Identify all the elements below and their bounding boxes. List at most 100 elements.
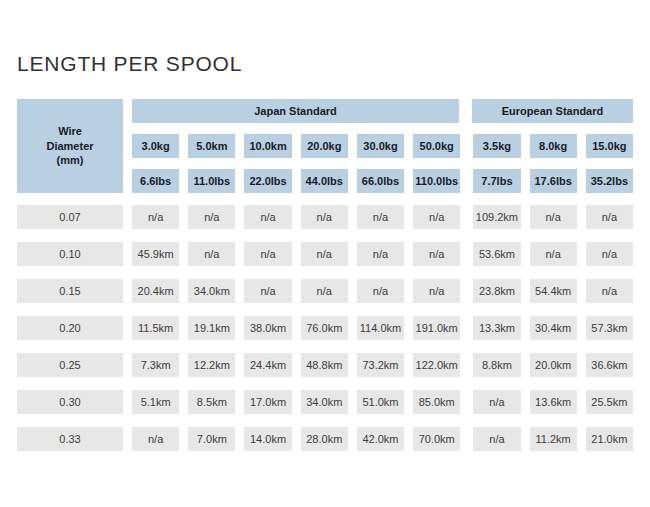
value-cell: 51.0km: [357, 390, 404, 414]
value-cell: 114.0km: [357, 316, 404, 340]
value-cell: n/a: [188, 242, 235, 266]
value-cell: n/a: [357, 242, 404, 266]
value-cell: 42.0km: [357, 427, 404, 451]
value-cell: 73.2km: [357, 353, 404, 377]
value-cell: 8.8km: [473, 353, 520, 377]
value-cell: 11.2km: [530, 427, 577, 451]
value-cell: 5.1km: [132, 390, 179, 414]
lbs-header-cell: 17.6lbs: [530, 169, 577, 193]
value-cell: 70.0km: [413, 427, 460, 451]
value-cell: 21.0km: [586, 427, 633, 451]
table-row: 0.10 45.9km n/a n/a n/a n/a n/a 53.6km n…: [17, 242, 633, 266]
value-cell: 20.0km: [530, 353, 577, 377]
value-cell: n/a: [473, 427, 520, 451]
kg-header-cell: 3.0kg: [132, 134, 179, 158]
value-cell: 34.0km: [301, 390, 348, 414]
table-row: 0.15 20.4km 34.0km n/a n/a n/a n/a 23.8k…: [17, 279, 633, 303]
table-row: 0.07 n/a n/a n/a n/a n/a n/a 109.2km n/a…: [17, 205, 633, 229]
value-cell: 24.4km: [244, 353, 291, 377]
page: LENGTH PER SPOOL Wire Diameter (mm) Japa…: [0, 0, 650, 507]
kg-header-cell: 8.0kg: [530, 134, 577, 158]
value-cell: n/a: [357, 205, 404, 229]
value-cell: n/a: [301, 242, 348, 266]
value-cell: n/a: [530, 205, 577, 229]
length-per-spool-table: Wire Diameter (mm) Japan Standard Europe…: [17, 99, 633, 451]
value-cell: 14.0km: [244, 427, 291, 451]
page-title: LENGTH PER SPOOL: [17, 52, 242, 76]
lbs-header-cell: 11.0lbs: [188, 169, 235, 193]
value-cell: n/a: [301, 205, 348, 229]
kg-header-row: 3.0kg 5.0km 10.0km 20.0kg 30.0kg 50.0kg …: [132, 134, 633, 158]
value-cell: 20.4km: [132, 279, 179, 303]
value-cell: n/a: [473, 390, 520, 414]
table-row: 0.20 11.5km 19.1km 38.0km 76.0km 114.0km…: [17, 316, 633, 340]
value-cell: 38.0km: [244, 316, 291, 340]
lbs-header-cell: 35.2lbs: [586, 169, 633, 193]
european-standard-header: European Standard: [472, 99, 633, 123]
value-cell: 45.9km: [132, 242, 179, 266]
value-cell: n/a: [586, 242, 633, 266]
wire-diameter-header-cell: Wire Diameter (mm): [17, 99, 123, 193]
value-cell: n/a: [132, 205, 179, 229]
value-cell: n/a: [413, 279, 460, 303]
lbs-header-cell: 66.0lbs: [357, 169, 404, 193]
value-cell: n/a: [586, 279, 633, 303]
value-cell: n/a: [301, 279, 348, 303]
kg-header-cell: 20.0kg: [301, 134, 348, 158]
lbs-header-cell: 6.6lbs: [132, 169, 179, 193]
value-cell: 54.4km: [530, 279, 577, 303]
kg-header-cell: 30.0kg: [357, 134, 404, 158]
value-cell: 53.6km: [473, 242, 520, 266]
value-cell: 17.0km: [244, 390, 291, 414]
value-cell: 76.0km: [301, 316, 348, 340]
value-cell: n/a: [530, 242, 577, 266]
value-cell: 13.6km: [530, 390, 577, 414]
value-cell: n/a: [132, 427, 179, 451]
value-cell: n/a: [413, 242, 460, 266]
table-row: 0.25 7.3km 12.2km 24.4km 48.8km 73.2km 1…: [17, 353, 633, 377]
value-cell: n/a: [357, 279, 404, 303]
table-row: 0.33 n/a 7.0km 14.0km 28.0km 42.0km 70.0…: [17, 427, 633, 451]
lbs-header-cell: 7.7lbs: [473, 169, 520, 193]
value-cell: 25.5km: [586, 390, 633, 414]
value-cell: 8.5km: [188, 390, 235, 414]
table-header: Wire Diameter (mm) Japan Standard Europe…: [17, 99, 633, 205]
value-cell: 7.0km: [188, 427, 235, 451]
diameter-cell: 0.10: [17, 242, 123, 266]
value-cell: 7.3km: [132, 353, 179, 377]
value-cell: 28.0km: [301, 427, 348, 451]
value-cell: 13.3km: [473, 316, 520, 340]
value-cell: 57.3km: [586, 316, 633, 340]
value-cell: 19.1km: [188, 316, 235, 340]
table-body: 0.07 n/a n/a n/a n/a n/a n/a 109.2km n/a…: [17, 205, 633, 451]
diameter-cell: 0.30: [17, 390, 123, 414]
value-cell: n/a: [244, 242, 291, 266]
value-cell: 48.8km: [301, 353, 348, 377]
value-cell: n/a: [188, 205, 235, 229]
value-cell: n/a: [244, 279, 291, 303]
value-cell: 109.2km: [473, 205, 520, 229]
japan-standard-header: Japan Standard: [132, 99, 459, 123]
value-cell: 85.0km: [413, 390, 460, 414]
kg-header-cell: 3.5kg: [473, 134, 520, 158]
lbs-header-cell: 22.0lbs: [244, 169, 291, 193]
kg-header-cell: 15.0kg: [586, 134, 633, 158]
value-cell: 11.5km: [132, 316, 179, 340]
standard-band-row: Japan Standard European Standard: [132, 99, 633, 123]
diameter-cell: 0.20: [17, 316, 123, 340]
lbs-header-cell: 44.0lbs: [301, 169, 348, 193]
value-cell: 12.2km: [188, 353, 235, 377]
diameter-cell: 0.33: [17, 427, 123, 451]
column-headers: Japan Standard European Standard 3.0kg 5…: [132, 99, 633, 205]
kg-header-cell: 50.0kg: [413, 134, 460, 158]
lbs-header-row: 6.6lbs 11.0lbs 22.0lbs 44.0lbs 66.0lbs 1…: [132, 169, 633, 193]
value-cell: 36.6km: [586, 353, 633, 377]
diameter-cell: 0.25: [17, 353, 123, 377]
kg-header-cell: 10.0km: [244, 134, 291, 158]
value-cell: 23.8km: [473, 279, 520, 303]
diameter-cell: 0.15: [17, 279, 123, 303]
value-cell: n/a: [586, 205, 633, 229]
wire-diameter-label: Wire Diameter (mm): [39, 124, 101, 169]
kg-header-cell: 5.0km: [188, 134, 235, 158]
table-row: 0.30 5.1km 8.5km 17.0km 34.0km 51.0km 85…: [17, 390, 633, 414]
